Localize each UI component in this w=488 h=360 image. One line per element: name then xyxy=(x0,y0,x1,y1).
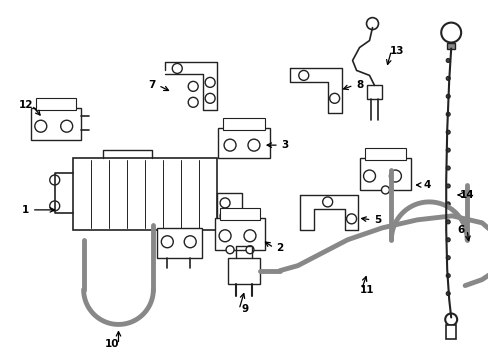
Circle shape xyxy=(50,201,60,211)
Bar xyxy=(36,98,76,110)
Bar xyxy=(366,85,382,99)
Circle shape xyxy=(244,230,255,242)
Circle shape xyxy=(446,166,449,170)
Bar xyxy=(223,118,264,130)
Circle shape xyxy=(245,246,253,254)
Circle shape xyxy=(184,236,196,248)
Text: 7: 7 xyxy=(148,80,156,90)
Circle shape xyxy=(446,220,449,224)
Circle shape xyxy=(444,314,456,325)
Text: 12: 12 xyxy=(19,100,33,110)
Text: 4: 4 xyxy=(423,180,430,190)
Circle shape xyxy=(446,76,449,80)
Text: 9: 9 xyxy=(241,305,248,315)
Circle shape xyxy=(446,184,449,188)
Circle shape xyxy=(329,93,339,103)
Circle shape xyxy=(220,198,229,208)
Bar xyxy=(446,325,455,339)
Bar xyxy=(215,218,264,250)
Circle shape xyxy=(205,77,215,87)
Circle shape xyxy=(363,170,375,182)
Bar xyxy=(364,148,406,160)
Bar xyxy=(227,258,260,284)
Text: 1: 1 xyxy=(22,205,29,215)
Text: 2: 2 xyxy=(276,243,283,253)
Circle shape xyxy=(440,23,460,42)
Circle shape xyxy=(446,202,449,206)
Circle shape xyxy=(188,97,198,107)
Circle shape xyxy=(298,71,308,80)
Circle shape xyxy=(346,214,356,224)
Circle shape xyxy=(446,148,449,152)
Circle shape xyxy=(35,120,47,132)
Circle shape xyxy=(446,238,449,242)
Circle shape xyxy=(446,256,449,260)
Circle shape xyxy=(205,93,215,103)
Bar xyxy=(359,158,410,190)
Circle shape xyxy=(61,120,73,132)
Text: 3: 3 xyxy=(281,140,288,150)
Bar xyxy=(73,158,217,230)
Circle shape xyxy=(446,274,449,278)
Circle shape xyxy=(446,58,449,62)
Circle shape xyxy=(446,112,449,116)
Bar xyxy=(447,42,454,49)
Circle shape xyxy=(219,230,230,242)
Circle shape xyxy=(225,246,234,254)
Circle shape xyxy=(247,139,260,151)
Circle shape xyxy=(446,292,449,296)
Text: 6: 6 xyxy=(457,225,464,235)
Text: 13: 13 xyxy=(389,45,404,55)
Circle shape xyxy=(224,139,236,151)
Text: 11: 11 xyxy=(360,284,374,294)
Bar xyxy=(31,108,81,140)
Bar xyxy=(220,208,260,220)
Text: 5: 5 xyxy=(373,215,380,225)
Circle shape xyxy=(188,81,198,91)
Bar xyxy=(218,128,269,158)
Circle shape xyxy=(322,197,332,207)
Text: 14: 14 xyxy=(459,190,473,200)
Circle shape xyxy=(366,18,378,30)
Circle shape xyxy=(50,175,60,185)
Circle shape xyxy=(220,211,229,221)
Circle shape xyxy=(446,130,449,134)
Circle shape xyxy=(446,94,449,98)
Text: 8: 8 xyxy=(355,80,363,90)
Bar xyxy=(157,228,202,258)
Text: 10: 10 xyxy=(105,339,120,349)
Circle shape xyxy=(172,63,182,73)
Circle shape xyxy=(388,170,401,182)
Circle shape xyxy=(381,186,388,194)
Circle shape xyxy=(161,236,173,248)
Bar xyxy=(217,193,242,228)
